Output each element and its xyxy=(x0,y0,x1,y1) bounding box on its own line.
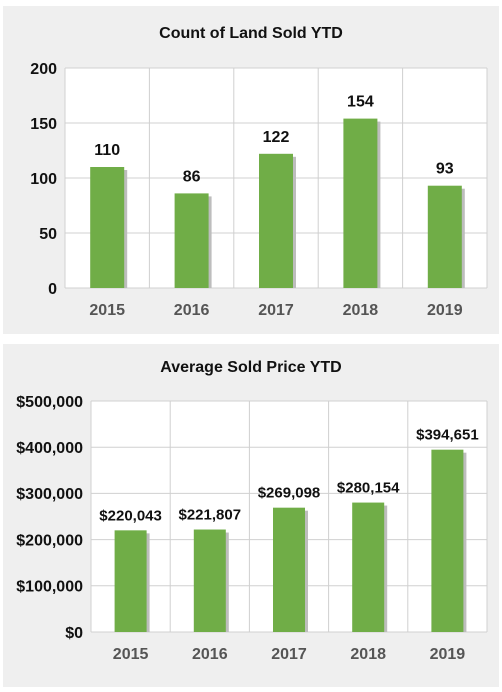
x-tick-label: 2016 xyxy=(192,646,228,663)
x-tick-label: 2017 xyxy=(271,646,307,663)
y-tick-label: 150 xyxy=(30,116,57,133)
bar xyxy=(352,502,385,632)
count-chart-panel: Count of Land Sold YTD 0 50 100 150 200 110 20… xyxy=(3,6,499,334)
data-label: 110 xyxy=(94,142,120,159)
x-tick-label: 2017 xyxy=(258,302,294,319)
bar xyxy=(193,529,226,632)
y-tick-label: 0 xyxy=(48,281,57,298)
bar xyxy=(431,449,464,632)
bar xyxy=(259,153,293,288)
price-chart-title: Average Sold Price YTD xyxy=(160,359,342,376)
price-chart-panel: Average Sold Price YTD $0 $100,000 $200,00… xyxy=(3,344,499,687)
data-label: 93 xyxy=(436,161,454,178)
bar xyxy=(273,507,305,632)
count-chart-title: Count of Land Sold YTD xyxy=(159,25,343,42)
data-label: 86 xyxy=(183,168,201,185)
y-tick-label: 100 xyxy=(30,171,57,188)
data-label: $280,154 xyxy=(337,480,400,497)
x-tick-label: 2018 xyxy=(343,302,379,319)
bar xyxy=(343,118,378,288)
y-tick-label: $100,000 xyxy=(16,579,83,596)
x-tick-label: 2015 xyxy=(113,646,149,663)
x-tick-label: 2019 xyxy=(430,646,466,663)
y-tick-label: $200,000 xyxy=(16,532,83,549)
data-label: $269,098 xyxy=(258,485,321,502)
y-tick-label: $300,000 xyxy=(16,486,83,503)
data-label: $394,651 xyxy=(416,427,479,444)
data-label: $221,807 xyxy=(179,507,242,524)
y-tick-label: $0 xyxy=(65,625,83,642)
bar xyxy=(174,193,209,288)
y-tick-label: 200 xyxy=(30,61,57,78)
y-tick-label: 50 xyxy=(39,226,57,243)
x-tick-label: 2018 xyxy=(350,646,386,663)
y-tick-label: $400,000 xyxy=(16,440,83,457)
bar xyxy=(90,167,125,288)
data-label: 122 xyxy=(263,129,290,146)
bar xyxy=(114,530,147,632)
data-label: 154 xyxy=(347,94,374,111)
bar xyxy=(427,185,462,288)
data-label: $220,043 xyxy=(99,507,162,524)
x-tick-label: 2015 xyxy=(89,302,125,319)
price-bar-chart: $0 $100,000 $200,000 $300,000 $400,000 $500,0… xyxy=(16,394,488,663)
y-tick-label: $500,000 xyxy=(16,394,83,411)
x-tick-label: 2019 xyxy=(427,302,463,319)
count-bar-chart: 0 50 100 150 200 110 2015 86 2016 122 2017 154 2018 9… xyxy=(30,61,488,319)
x-tick-label: 2016 xyxy=(174,302,210,319)
